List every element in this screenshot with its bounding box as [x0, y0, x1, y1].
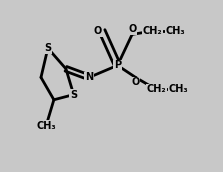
Text: CH₃: CH₃ [165, 26, 185, 36]
Text: CH₃: CH₃ [36, 121, 56, 131]
Text: S: S [44, 43, 52, 53]
Text: CH₃: CH₃ [169, 84, 188, 94]
Text: N: N [85, 72, 93, 82]
Text: O: O [128, 24, 136, 34]
Text: S: S [70, 90, 77, 100]
Text: CH₂: CH₂ [147, 84, 166, 94]
Text: CH₂: CH₂ [143, 26, 163, 36]
Text: O: O [131, 77, 140, 87]
Text: O: O [94, 26, 102, 36]
Text: P: P [114, 60, 121, 70]
